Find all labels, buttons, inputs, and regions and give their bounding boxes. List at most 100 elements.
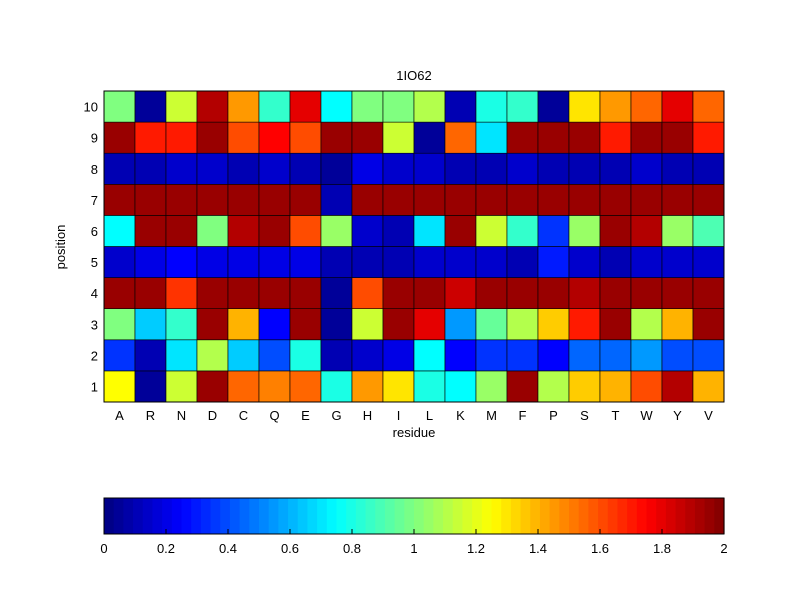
heatmap-cell bbox=[289, 246, 322, 278]
heatmap-cell bbox=[506, 184, 539, 216]
heatmap-cell bbox=[289, 152, 322, 185]
y-tick-label: 2 bbox=[91, 348, 98, 363]
heatmap-cell bbox=[382, 121, 415, 154]
heatmap-cell bbox=[661, 339, 694, 372]
x-tick-label: H bbox=[363, 408, 372, 423]
heatmap-cell bbox=[413, 339, 446, 372]
heatmap-cell bbox=[320, 184, 353, 216]
heatmap-cell bbox=[413, 277, 446, 310]
heatmap-cell bbox=[630, 370, 663, 403]
colorbar-segment bbox=[346, 498, 357, 534]
heatmap-cell bbox=[196, 277, 229, 310]
y-tick-label: 9 bbox=[91, 131, 98, 146]
colorbar-segment bbox=[133, 498, 144, 534]
colorbar-segment bbox=[191, 498, 202, 534]
heatmap-cell bbox=[351, 246, 384, 278]
heatmap-cell bbox=[134, 215, 167, 247]
colorbar-tick-label: 1 bbox=[410, 541, 417, 556]
heatmap-cell bbox=[599, 152, 632, 185]
heatmap-cell bbox=[568, 277, 601, 310]
heatmap-cell bbox=[692, 215, 725, 247]
heatmap-cell bbox=[630, 277, 663, 310]
heatmap-cell bbox=[289, 308, 322, 341]
heatmap-cell bbox=[382, 215, 415, 247]
heatmap-cell bbox=[692, 184, 725, 216]
colorbar-segment bbox=[569, 498, 580, 534]
x-tick-label: P bbox=[549, 408, 558, 423]
heatmap-cell bbox=[475, 277, 508, 310]
heatmap-cell bbox=[568, 246, 601, 278]
heatmap-cell bbox=[227, 308, 260, 341]
heatmap-cell bbox=[661, 308, 694, 341]
heatmap-cell bbox=[661, 370, 694, 403]
colorbar-segment bbox=[714, 498, 725, 534]
heatmap-cell bbox=[134, 277, 167, 310]
colorbar-segment bbox=[239, 498, 250, 534]
heatmap-cell bbox=[103, 339, 136, 372]
colorbar-segment bbox=[259, 498, 270, 534]
x-tick-label: E bbox=[301, 408, 310, 423]
colorbar-segment bbox=[520, 498, 531, 534]
heatmap-cell bbox=[506, 152, 539, 185]
x-tick-label: A bbox=[115, 408, 124, 423]
heatmap-cell bbox=[599, 339, 632, 372]
heatmap-cell bbox=[692, 121, 725, 154]
heatmap-cell bbox=[568, 121, 601, 154]
x-axis-label: residue bbox=[393, 425, 436, 440]
colorbar-segment bbox=[636, 498, 648, 534]
colorbar-segment bbox=[375, 498, 386, 534]
heatmap-cell bbox=[537, 370, 570, 403]
colorbar-segment bbox=[113, 498, 124, 534]
heatmap-cell bbox=[537, 152, 570, 185]
heatmap-cell bbox=[506, 215, 539, 247]
heatmap-cell bbox=[661, 90, 694, 123]
heatmap-cell bbox=[227, 121, 260, 154]
y-tick-label: 7 bbox=[91, 193, 98, 208]
heatmap-cell bbox=[289, 370, 322, 403]
colorbar-segment bbox=[530, 498, 541, 534]
heatmap-cell bbox=[258, 308, 291, 341]
heatmap-cell bbox=[630, 215, 663, 247]
heatmap-cell bbox=[103, 246, 136, 278]
heatmap-cell bbox=[227, 370, 260, 403]
heatmap-cell bbox=[320, 121, 353, 154]
heatmap-cell bbox=[351, 90, 384, 123]
heatmap-cell bbox=[661, 277, 694, 310]
heatmap-cell bbox=[103, 370, 136, 403]
heatmap-cell bbox=[382, 152, 415, 185]
x-tick-label: L bbox=[426, 408, 433, 423]
heatmap-cell bbox=[537, 339, 570, 372]
heatmap-cell bbox=[599, 121, 632, 154]
heatmap-cell bbox=[475, 215, 508, 247]
colorbar-segment bbox=[510, 498, 522, 534]
heatmap-cell bbox=[475, 246, 508, 278]
x-tick-label: Y bbox=[673, 408, 682, 423]
heatmap-cell bbox=[165, 339, 198, 372]
heatmap-cell bbox=[413, 308, 446, 341]
heatmap-cell bbox=[134, 246, 167, 278]
colorbar-segment bbox=[152, 498, 163, 534]
heatmap-cell bbox=[289, 90, 322, 123]
heatmap-cell bbox=[568, 184, 601, 216]
heatmap-cell bbox=[475, 152, 508, 185]
heatmap-cell bbox=[196, 339, 229, 372]
heatmap-cell bbox=[258, 277, 291, 310]
x-tick-label: I bbox=[397, 408, 401, 423]
colorbar-segment bbox=[268, 498, 279, 534]
heatmap-cell bbox=[444, 90, 477, 123]
x-tick-label: D bbox=[208, 408, 217, 423]
colorbar-segment bbox=[123, 498, 134, 534]
heatmap-cell bbox=[661, 246, 694, 278]
colorbar-tick-label: 1.8 bbox=[653, 541, 671, 556]
heatmap-cell bbox=[537, 184, 570, 216]
colorbar-segment bbox=[423, 498, 434, 534]
heatmap-cell bbox=[599, 215, 632, 247]
heatmap-cell bbox=[196, 152, 229, 185]
heatmap-cell bbox=[630, 121, 663, 154]
colorbar-segment bbox=[704, 498, 715, 534]
heatmap-cell bbox=[444, 152, 477, 185]
colorbar-segment bbox=[384, 498, 396, 534]
heatmap-cell bbox=[568, 339, 601, 372]
heatmap-cell bbox=[103, 215, 136, 247]
colorbar-segment bbox=[200, 498, 212, 534]
